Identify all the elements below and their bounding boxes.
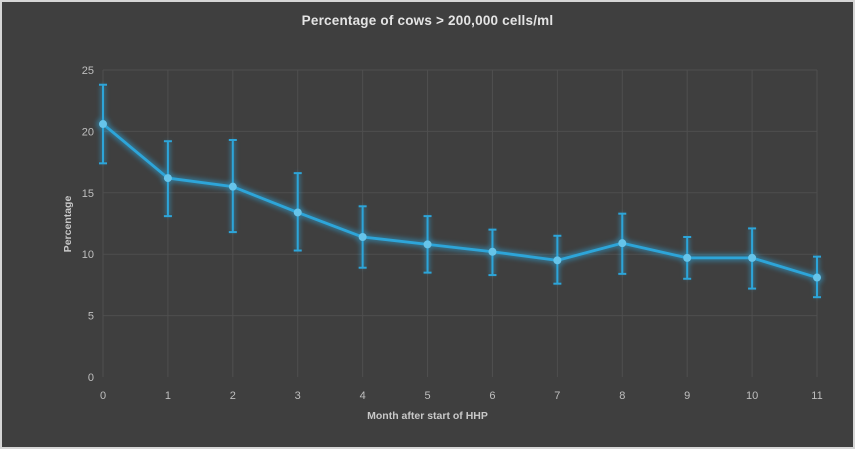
series-glow (96, 84, 824, 298)
y-tick-label: 20 (82, 126, 94, 138)
data-point-marker (618, 239, 627, 248)
data-point-marker (228, 182, 237, 191)
data-point-marker (358, 233, 367, 242)
x-tick-label: 0 (100, 390, 106, 402)
x-tick-label: 7 (554, 390, 560, 402)
x-tick-label: 6 (489, 390, 495, 402)
x-tick-label: 8 (619, 390, 625, 402)
y-tick-label: 10 (82, 249, 94, 261)
data-point-marker (748, 253, 757, 262)
data-point-marker (813, 273, 821, 282)
x-tick-label: 4 (360, 390, 366, 402)
y-tick-label: 15 (82, 188, 94, 200)
data-point-marker (683, 253, 692, 262)
x-axis-title: Month after start of HHP (367, 410, 488, 422)
data-point-marker (99, 120, 107, 129)
data-point-marker (163, 174, 172, 183)
error-bars (99, 83, 821, 299)
y-tick-label: 0 (88, 372, 94, 384)
gridlines (102, 69, 818, 377)
data-point-marker (553, 256, 562, 265)
x-tick-label: 5 (424, 390, 430, 402)
y-tick-label: 25 (82, 65, 94, 77)
x-tick-label: 9 (684, 390, 690, 402)
data-point-marker (488, 247, 497, 256)
y-tick-label: 5 (88, 311, 94, 323)
x-tick-label: 10 (746, 390, 758, 402)
data-point-marker (293, 208, 302, 217)
series-line (101, 122, 819, 279)
x-tick-label: 11 (811, 390, 822, 402)
x-tick-label: 2 (230, 390, 236, 402)
chart-title: Percentage of cows > 200,000 cells/ml (301, 13, 554, 28)
x-tick-label: 1 (165, 390, 171, 402)
x-tick-label: 3 (295, 390, 301, 402)
data-point-marker (423, 240, 432, 249)
